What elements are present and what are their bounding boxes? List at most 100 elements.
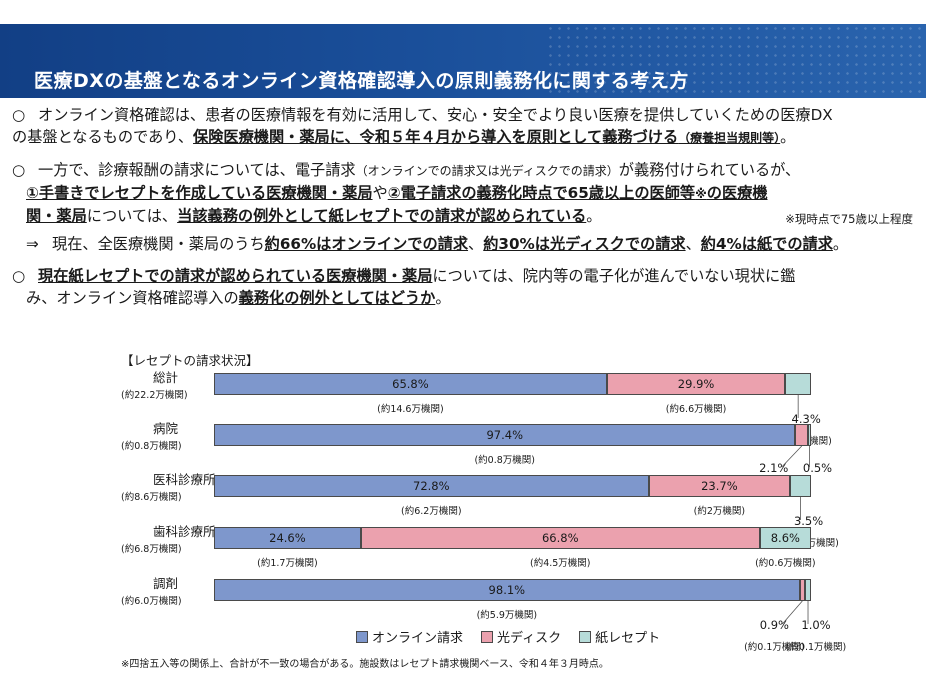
- bullet: ○: [12, 267, 26, 285]
- bar-disk: [648, 475, 791, 497]
- p2-emphasis-2: ②電子請求の義務化時点で65歳以上の医師等: [387, 184, 696, 202]
- p2-mark: ※: [695, 187, 707, 201]
- value-label-disk: 66.8%: [541, 531, 579, 545]
- p2-emphasis-1: ①手書きでレセプトを作成している医療機関・薬局: [26, 184, 373, 202]
- value-label-paper: 1.0%: [801, 618, 831, 632]
- category-label: 歯科診療所: [153, 524, 216, 539]
- p1-end: 。: [780, 128, 796, 146]
- p4-emphasis-2: 義務化の例外としてはどうか: [238, 289, 436, 307]
- p1-regulation: （療養担当規則等）: [678, 131, 781, 145]
- count-label-paper: (約0.1万機関): [785, 642, 847, 653]
- age-note: ※現時点で75歳以上程度: [785, 212, 913, 226]
- value-label-disk: 29.9%: [677, 377, 715, 391]
- p2-line3-a: 関・薬局: [26, 207, 87, 225]
- p1-emphasis: 保険医療機関・薬局に、令和５年４月から導入を原則として義務づける: [193, 128, 679, 146]
- p4-line2-a: み、オンライン資格確認導入の: [26, 289, 239, 307]
- bar-online: [214, 579, 800, 601]
- category-count: (約8.6万機関): [121, 492, 182, 503]
- bar-online: [214, 373, 607, 395]
- category-label: 病院: [153, 421, 179, 436]
- legend-disk: 光ディスク: [481, 627, 561, 646]
- p2-line1-a: 一方で、診療報酬の請求については、電子請求: [38, 161, 356, 179]
- count-label-disk: (約2万機関): [693, 506, 746, 517]
- top-strip: [0, 0, 926, 24]
- paragraph-3: ⇒ 現在、全医療機関・薬局のうち約66%はオンラインでの請求、約30%は光ディスク…: [12, 233, 917, 255]
- page-title: 医療DXの基盤となるオンライン資格確認導入の原則義務化に関する考え方: [34, 70, 689, 92]
- bar-disk: [360, 527, 760, 549]
- count-label-online: (約14.6万機関): [377, 404, 444, 415]
- value-label-online: 24.6%: [269, 531, 306, 545]
- bullet: ○: [12, 106, 26, 124]
- p3-disk: 約30%は光ディスクでの請求: [483, 235, 686, 253]
- count-label-paper: (約0.6万機関): [755, 558, 816, 569]
- value-label-disk: 23.7%: [701, 479, 738, 493]
- value-label-disk: 0.9%: [759, 618, 789, 632]
- paragraph-2: ○ 一方で、診療報酬の請求については、電子請求（オンラインでの請求又は光ディスクで…: [12, 159, 917, 227]
- bullet: ○: [12, 161, 26, 179]
- bar-online: [214, 527, 361, 549]
- legend-swatch-paper: [579, 631, 592, 643]
- p4-emphasis-1: 現在紙レセプトでの請求が認められている医療機関・薬局: [38, 267, 433, 285]
- p1-line1: オンライン資格確認は、患者の医療情報を有効に活用して、安心・安全でより良い医療を…: [38, 106, 833, 124]
- bar-paper: [790, 475, 811, 497]
- category-count: (約6.8万機関): [121, 544, 182, 555]
- p3-paper: 約4%は紙での請求: [700, 235, 833, 253]
- value-label-paper: 8.6%: [770, 531, 800, 545]
- paragraph-4: ○ 現在紙レセプトでの請求が認められている医療機関・薬局については、院内等の電子化…: [12, 265, 917, 309]
- bar-paper: [785, 373, 811, 395]
- bar-disk: [799, 579, 806, 601]
- arrow-icon: ⇒: [26, 235, 39, 253]
- bar-online: [214, 424, 796, 446]
- footnote: ※四捨五入等の関係上、合計が不一致の場合がある。施設数はレセプト請求機関ベース、…: [121, 659, 609, 670]
- count-label-disk: (約0.1万機関): [744, 642, 805, 653]
- count-label-online: (約0.8万機関): [474, 455, 535, 466]
- header-banner: 医療DXの基盤となるオンライン資格確認導入の原則義務化に関する考え方: [0, 24, 926, 98]
- category-count: (約0.8万機関): [121, 441, 182, 452]
- count-label-online: (約1.7万機関): [257, 558, 318, 569]
- value-label-online: 72.8%: [413, 479, 450, 493]
- bar-paper: [805, 579, 811, 601]
- category-label: 総計: [153, 370, 179, 385]
- chart-title: 【レセプトの請求状況】: [121, 353, 259, 368]
- value-label-paper: 3.5%: [793, 514, 824, 528]
- bar-paper: [808, 424, 811, 446]
- legend-online: オンライン請求: [356, 627, 463, 646]
- p2-line2-d: の医療機: [706, 184, 768, 202]
- category-label: 医科診療所: [153, 472, 216, 487]
- bar-online: [214, 475, 649, 497]
- p2-line3-b: については、: [86, 207, 178, 225]
- value-label-online: 98.1%: [488, 583, 526, 597]
- value-label-disk: 2.1%: [759, 461, 789, 475]
- p1-line2-a: の基盤となるものであり、: [12, 128, 194, 146]
- value-label-paper: 4.3%: [791, 412, 821, 426]
- chart-legend: オンライン請求 光ディスク 紙レセプト: [356, 627, 660, 646]
- paragraph-1: ○ オンライン資格確認は、患者の医療情報を有効に活用して、安心・安全でより良い医療…: [12, 104, 917, 149]
- category-count: (約22.2万機関): [121, 390, 188, 401]
- legend-swatch-disk: [481, 631, 494, 643]
- value-label-paper: 0.5%: [802, 461, 833, 475]
- legend-paper-label: 紙レセプト: [595, 631, 661, 646]
- bar-paper: [759, 527, 811, 549]
- value-label-online: 65.8%: [392, 377, 429, 391]
- body-text: ○ オンライン資格確認は、患者の医療情報を有効に活用して、安心・安全でより良い医療…: [12, 104, 917, 309]
- category-label: 調剤: [153, 576, 179, 591]
- category-count: (約6.0万機関): [121, 596, 182, 607]
- count-label-online: (約6.2万機関): [401, 506, 462, 517]
- p4-line1-b: については、院内等の電子化が進んでいない現状に鑑: [432, 267, 796, 285]
- p3-g: 。: [832, 235, 849, 253]
- value-label-online: 97.4%: [486, 428, 524, 442]
- count-label-disk: (約6.6万機関): [665, 404, 727, 415]
- count-label-online: (約5.9万機関): [476, 610, 538, 621]
- legend-disk-label: 光ディスク: [497, 631, 562, 646]
- p3-a: 現在、全医療機関・薬局のうち: [52, 235, 265, 253]
- p2-line2-b: や: [372, 184, 388, 202]
- legend-paper: 紙レセプト: [579, 627, 660, 646]
- p3-online: 約66%はオンラインでの請求: [264, 235, 469, 253]
- dot-pattern: [546, 24, 926, 98]
- p4-line2-c: 。: [435, 289, 451, 307]
- legend-online-label: オンライン請求: [372, 631, 464, 646]
- p3-c: 、: [468, 235, 484, 253]
- p3-e: 、: [685, 235, 701, 253]
- p2-emphasis-3: 当該義務の例外として紙レセプトでの請求が認められている: [177, 207, 587, 225]
- p2-line1-b: （オンラインでの請求又は光ディスクでの請求）: [355, 164, 619, 178]
